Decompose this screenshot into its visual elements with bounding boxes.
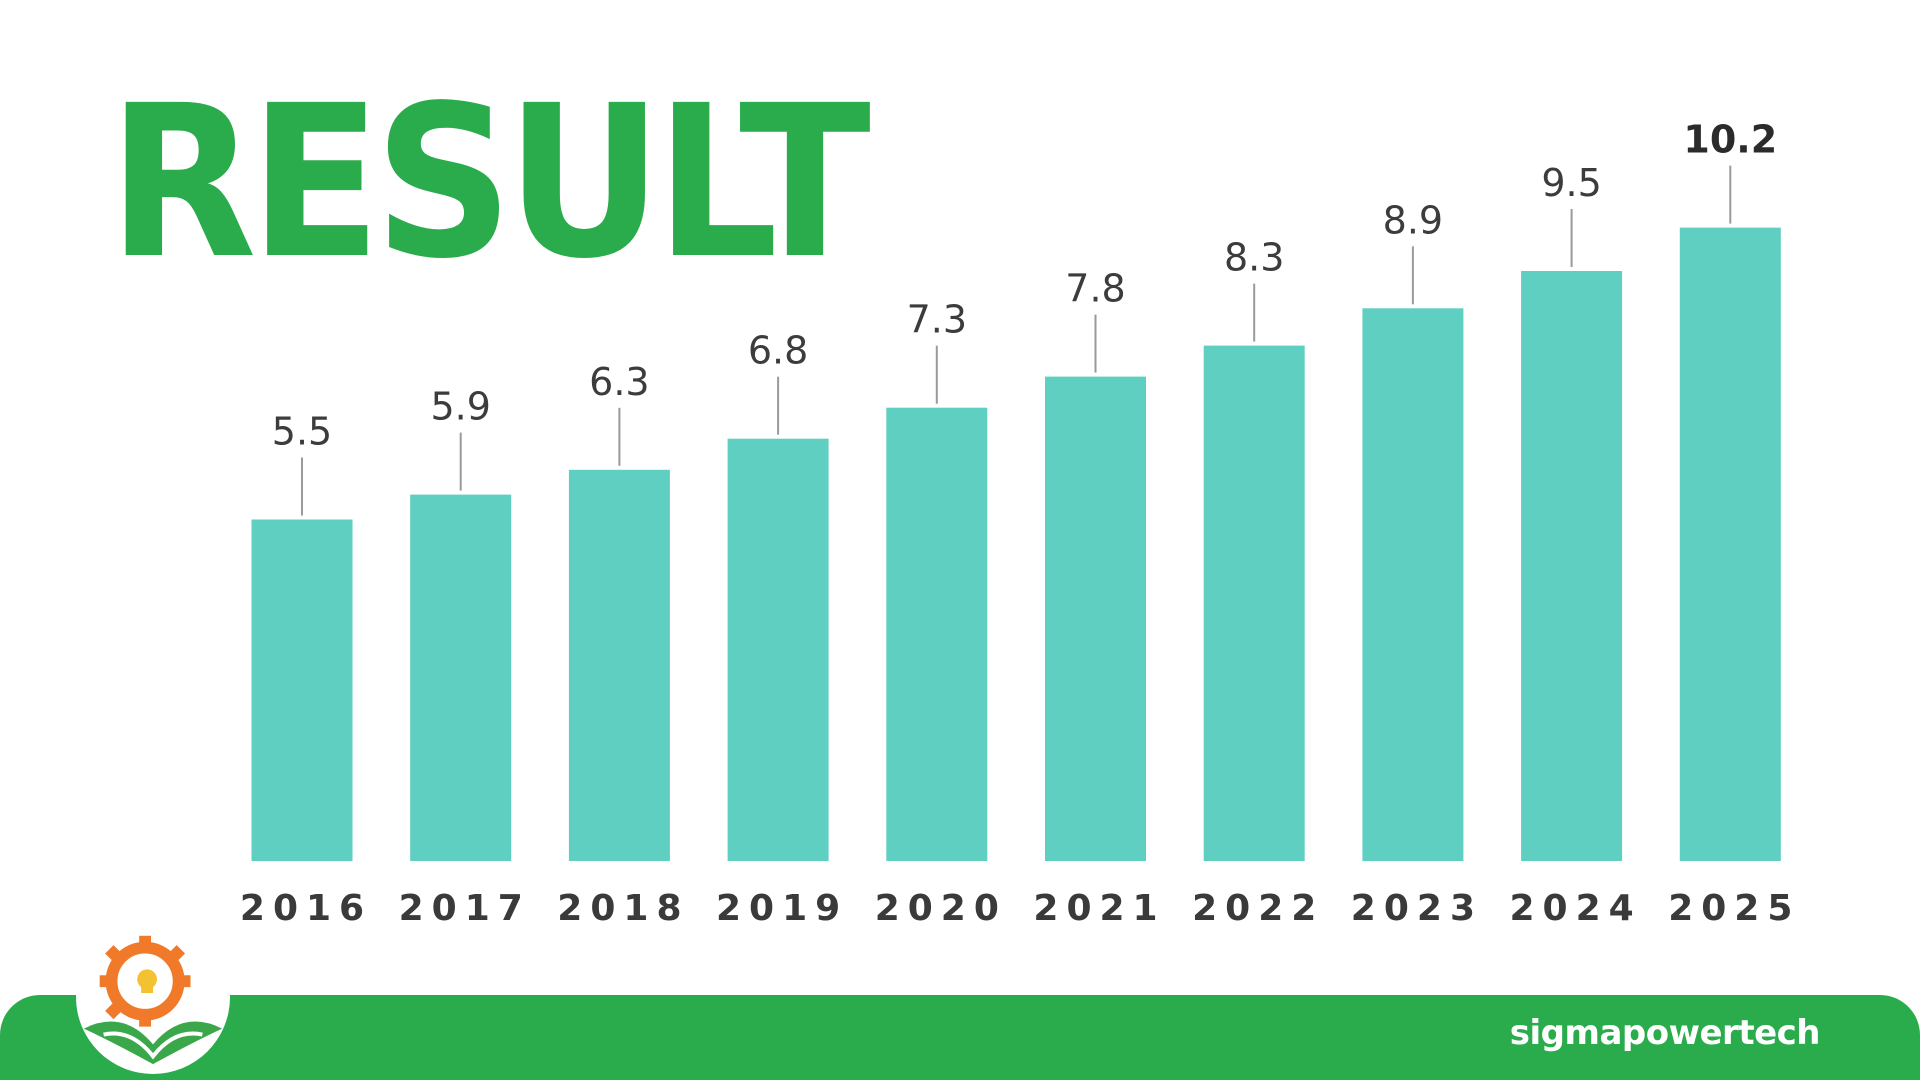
- tick-label-2019: 2019: [716, 888, 848, 929]
- bar-2017: [410, 494, 512, 861]
- bar-2016: [251, 519, 353, 862]
- tick-label-2025: 2025: [1668, 888, 1800, 929]
- bar-2020: [886, 407, 988, 861]
- value-label-2022: 8.3: [1224, 236, 1284, 280]
- tick-label-2018: 2018: [557, 888, 689, 929]
- value-labels: 5.5 5.9 6.3 6.8 7.3 7.8 8.3 8.9 9.5 10.2: [272, 118, 1777, 454]
- bar-2019: [727, 438, 829, 861]
- bar-chart: 5.5 5.9 6.3 6.8 7.3 7.8 8.3 8.9 9.5 10.2 2016 2017…: [240, 118, 1800, 929]
- tick-label-2017: 2017: [399, 888, 531, 929]
- value-label-2020: 7.3: [907, 298, 967, 342]
- bar-2018: [568, 469, 670, 861]
- leader-lines: [301, 165, 1732, 516]
- bars-layer: [251, 227, 1781, 862]
- value-label-2024: 9.5: [1541, 161, 1601, 205]
- chart-title: RESULT: [108, 60, 871, 305]
- tick-label-2020: 2020: [875, 888, 1007, 929]
- tick-label-2021: 2021: [1033, 888, 1165, 929]
- value-label-2021: 7.8: [1065, 267, 1125, 311]
- value-label-2025: 10.2: [1683, 118, 1777, 162]
- footer-band: [0, 995, 1920, 1080]
- value-label-2018: 6.3: [589, 360, 649, 404]
- tick-label-2016: 2016: [240, 888, 372, 929]
- value-label-2019: 6.8: [748, 329, 808, 373]
- bar-2021: [1045, 376, 1146, 861]
- sigma-power-tech-logo: [75, 919, 231, 1075]
- bar-2023: [1362, 308, 1464, 861]
- value-label-2023: 8.9: [1383, 198, 1443, 242]
- tick-label-2022: 2022: [1192, 888, 1324, 929]
- bar-2024: [1521, 271, 1623, 861]
- tick-label-2024: 2024: [1509, 888, 1641, 929]
- tick-label-2023: 2023: [1351, 888, 1483, 929]
- x-axis-tick-labels: 2016 2017 2018 2019 2020 2021 2022 2023 2024 2025: [240, 888, 1800, 929]
- bar-2025: [1679, 227, 1781, 862]
- bar-2022: [1203, 345, 1305, 862]
- value-label-2017: 5.9: [430, 385, 490, 429]
- value-label-2016: 5.5: [272, 410, 332, 454]
- brand-name: sigmapowertech: [1509, 1013, 1821, 1053]
